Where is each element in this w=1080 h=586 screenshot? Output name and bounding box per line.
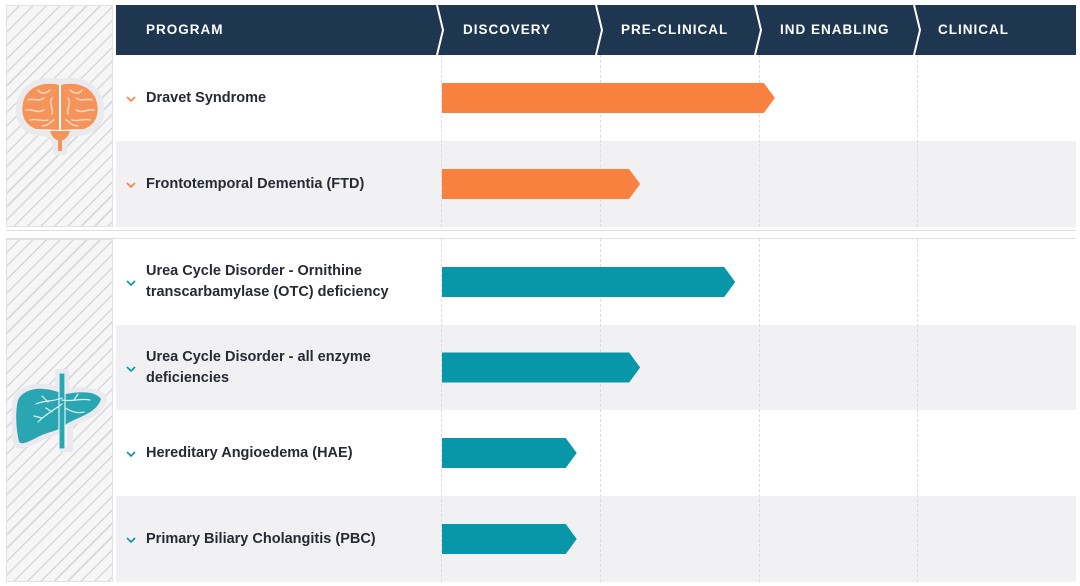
program-row[interactable]: Primary Biliary Cholangitis (PBC) [116,496,1076,582]
chevron-down-icon[interactable] [126,449,136,459]
program-name: Frontotemporal Dementia (FTD) [146,175,365,192]
program-name: Urea Cycle Disorder - Ornithine transcar… [146,263,389,300]
chevron-down-icon[interactable] [126,535,136,545]
stage-gridline [441,55,442,227]
stage-gridline [600,55,601,227]
header-stage-clinical: CLINICAL [938,22,1009,37]
section-divider [6,230,1076,231]
progress-bar [442,169,641,199]
stage-gridline [917,239,918,582]
stage-gridline [600,239,601,582]
progress-bar [442,83,775,113]
progress-bar [442,438,577,468]
header-stage-discovery: DISCOVERY [463,22,552,37]
header-chevron-separator [595,5,604,55]
header-chevron-separator [436,5,445,55]
header-stage-ind-enabling: IND ENABLING [780,22,890,37]
chevron-down-icon[interactable] [126,364,136,374]
program-name: Urea Cycle Disorder - all enzyme deficie… [146,348,371,386]
program-name: Primary Biliary Cholangitis (PBC) [146,530,376,547]
progress-bar [442,524,577,554]
chevron-down-icon[interactable] [126,278,136,288]
pipeline-header: PROGRAM DISCOVERY PRE-CLINICAL IND ENABL… [116,5,1076,55]
stage-gridline [759,55,760,227]
progress-bar [442,352,641,383]
stage-gridline [441,239,442,582]
header-chevron-separator [913,5,922,55]
liver-icon [12,369,107,452]
stage-gridline [917,55,918,227]
brain-icon [15,77,105,155]
progress-bar [442,267,736,297]
stage-gridline [759,239,760,582]
header-chevron-separator [754,5,763,55]
header-stage-pre-clinical: PRE-CLINICAL [621,22,729,37]
section-divider [6,238,1076,239]
chevron-down-icon[interactable] [126,94,136,104]
chevron-down-icon[interactable] [126,180,136,190]
program-row[interactable]: Hereditary Angioedema (HAE) [116,410,1076,496]
program-name: Hereditary Angioedema (HAE) [146,444,353,461]
header-program: PROGRAM [146,22,224,37]
program-name: Dravet Syndrome [146,89,267,106]
